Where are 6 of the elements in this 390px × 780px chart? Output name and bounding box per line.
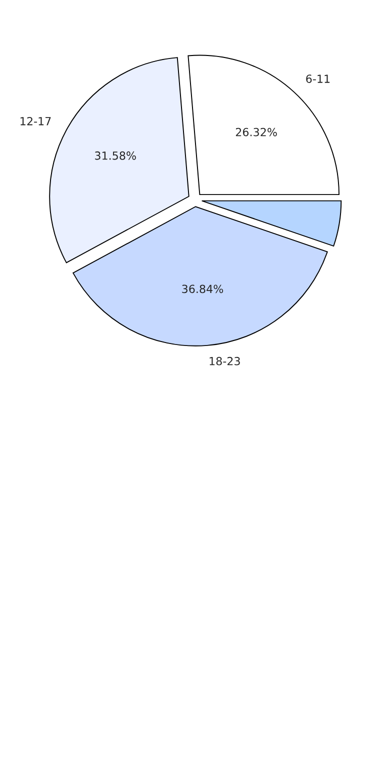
slice-label: 12-17 [20,116,51,126]
data-label: 31.58% [95,151,136,160]
data-label: 26.32% [236,128,277,136]
data-label: 36.84% [182,284,224,294]
slice-label: 6-11 [306,74,330,83]
slice-label: 18-23 [210,356,240,366]
